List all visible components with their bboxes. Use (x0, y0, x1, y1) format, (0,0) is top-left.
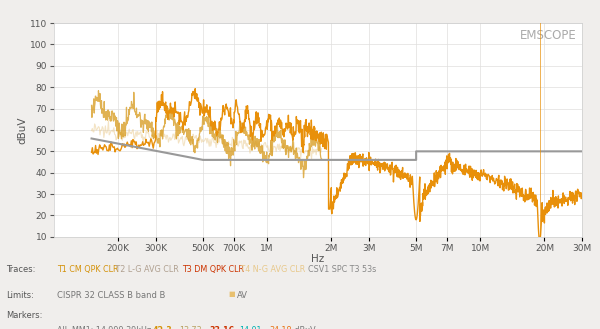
Text: ,: , (232, 326, 237, 329)
Text: ■: ■ (228, 291, 235, 297)
Text: T3 DM QPK CLR: T3 DM QPK CLR (182, 265, 244, 274)
Text: 13.73: 13.73 (179, 326, 202, 329)
Text: T2 L-G AVG CLR: T2 L-G AVG CLR (113, 265, 181, 274)
Text: CISPR 32 CLASS B band B: CISPR 32 CLASS B band B (57, 291, 166, 300)
Text: Limits:: Limits: (6, 291, 34, 300)
Text: AV: AV (237, 291, 248, 300)
X-axis label: Hz: Hz (311, 254, 325, 264)
Text: T1 CM QPK CLR: T1 CM QPK CLR (57, 265, 119, 274)
Text: ,: , (202, 326, 207, 329)
Text: Markers:: Markers: (6, 311, 43, 320)
Text: ,: , (262, 326, 267, 329)
Y-axis label: dBuV: dBuV (17, 116, 27, 144)
Text: dBuV: dBuV (292, 326, 316, 329)
Text: 34.18: 34.18 (269, 326, 292, 329)
Text: 33.16: 33.16 (209, 326, 235, 329)
Text: CSV1 SPC T3 53s: CSV1 SPC T3 53s (308, 265, 376, 274)
Text: 14.01: 14.01 (239, 326, 262, 329)
Text: EMSCOPE: EMSCOPE (520, 29, 577, 42)
Text: All  MM1: 14,999.39kHz,: All MM1: 14,999.39kHz, (57, 326, 156, 329)
Text: Traces:: Traces: (6, 265, 35, 274)
Text: 42.3: 42.3 (153, 326, 173, 329)
Text: T4 N-G AVG CLR: T4 N-G AVG CLR (238, 265, 308, 274)
Text: ,: , (172, 326, 177, 329)
